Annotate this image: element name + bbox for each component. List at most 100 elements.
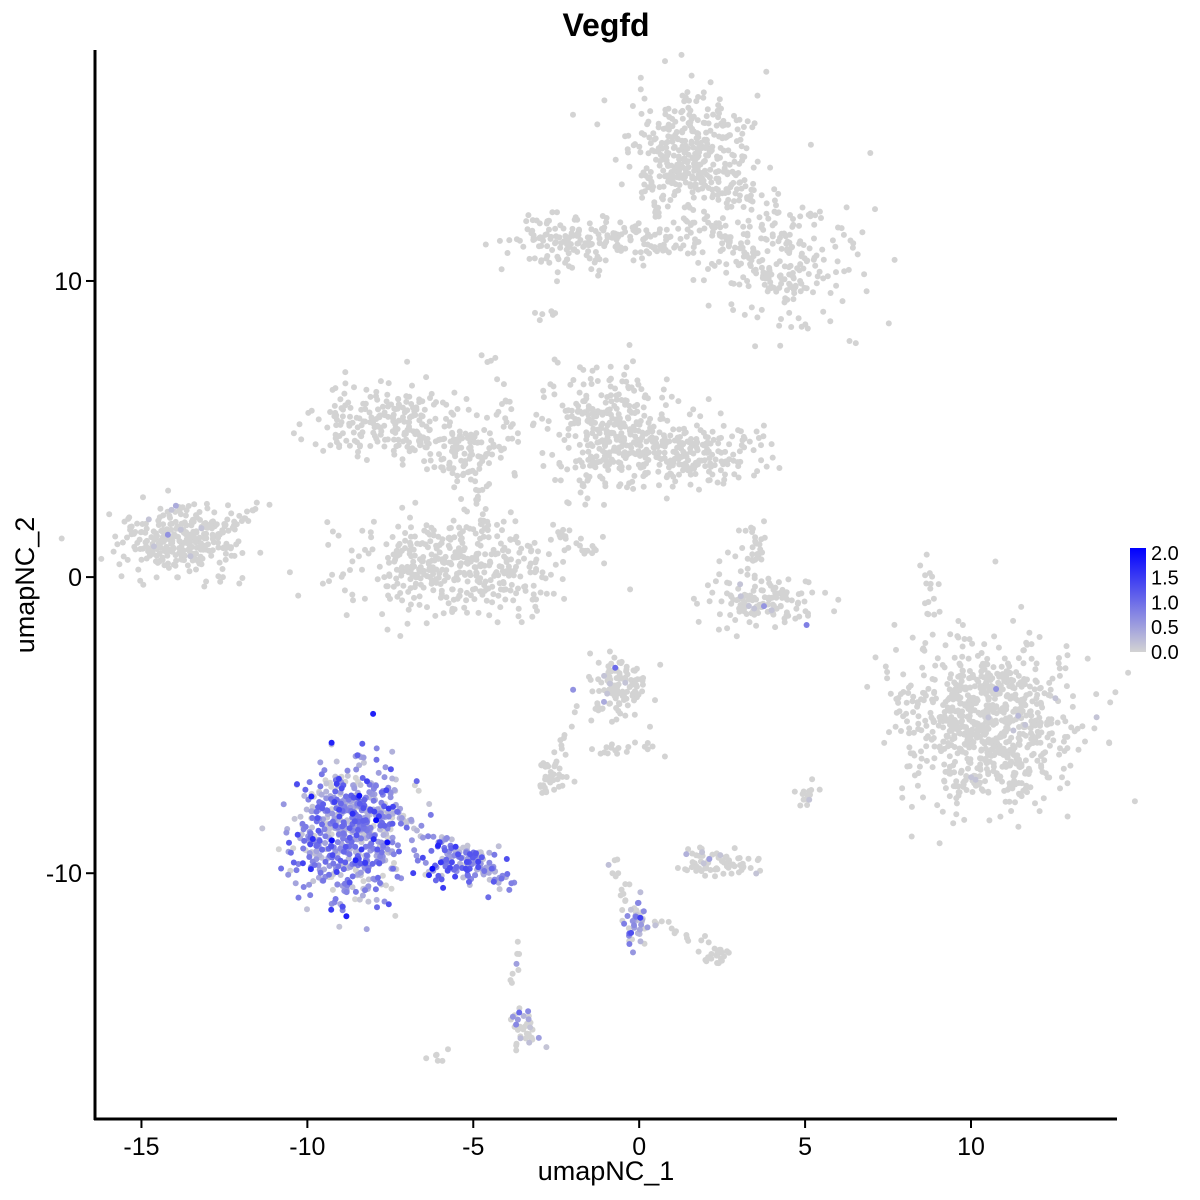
- data-point: [744, 571, 751, 578]
- data-point: [530, 582, 537, 589]
- data-point: [472, 530, 479, 537]
- data-point: [557, 244, 564, 251]
- data-point: [493, 569, 500, 576]
- data-point: [576, 542, 583, 549]
- data-point: [758, 264, 765, 271]
- data-point: [601, 452, 608, 459]
- data-point: [1064, 813, 1071, 820]
- data-point: [717, 154, 723, 161]
- data-point: [423, 620, 430, 627]
- data-point: [150, 543, 157, 550]
- data-point: [359, 527, 366, 534]
- data-point: [1006, 663, 1013, 670]
- data-point: [298, 436, 305, 443]
- data-point: [622, 712, 629, 719]
- data-point: [508, 880, 515, 887]
- data-point: [432, 612, 439, 619]
- chart-title: Vegfd: [562, 7, 649, 43]
- data-point: [120, 553, 127, 560]
- data-point: [482, 241, 489, 248]
- data-point: [665, 126, 672, 133]
- data-point: [309, 836, 316, 842]
- data-point: [384, 436, 391, 443]
- data-point: [513, 533, 520, 540]
- data-point: [497, 604, 504, 611]
- data-point: [615, 459, 622, 466]
- data-point: [408, 533, 414, 540]
- data-point: [440, 610, 447, 617]
- data-point: [629, 690, 636, 697]
- data-point: [989, 737, 996, 744]
- data-point: [1021, 700, 1028, 707]
- data-point: [596, 688, 603, 694]
- data-point: [641, 241, 648, 248]
- data-point: [675, 187, 682, 194]
- data-point: [375, 769, 382, 776]
- data-point: [330, 860, 337, 867]
- data-point: [477, 588, 484, 595]
- data-point: [478, 352, 485, 359]
- data-point: [668, 925, 675, 932]
- data-point: [451, 576, 458, 583]
- data-point: [1023, 692, 1030, 699]
- data-point: [909, 634, 916, 641]
- data-point: [609, 718, 615, 725]
- data-point: [734, 219, 741, 226]
- data-point: [318, 771, 325, 778]
- data-point: [472, 564, 479, 571]
- data-point: [439, 536, 446, 543]
- data-point: [753, 270, 760, 277]
- data-point: [749, 124, 756, 131]
- data-point: [927, 585, 934, 592]
- data-point: [501, 544, 508, 551]
- data-point: [221, 523, 228, 530]
- data-point: [322, 858, 329, 865]
- data-point: [579, 410, 586, 417]
- data-point: [645, 231, 651, 238]
- data-point: [387, 766, 394, 773]
- data-point: [724, 204, 731, 211]
- data-point: [624, 688, 630, 695]
- data-point: [726, 234, 733, 241]
- data-point: [494, 521, 500, 528]
- data-point: [884, 669, 891, 675]
- data-point: [344, 767, 351, 774]
- data-point: [933, 695, 939, 702]
- data-point: [975, 732, 982, 739]
- data-point: [733, 633, 740, 640]
- data-point: [461, 450, 468, 457]
- data-point: [643, 165, 650, 172]
- data-point: [389, 820, 396, 827]
- data-point: [374, 576, 381, 583]
- data-point: [595, 272, 602, 279]
- data-point: [513, 590, 520, 597]
- data-point: [124, 556, 131, 563]
- data-point: [990, 709, 997, 716]
- data-point: [355, 448, 361, 455]
- data-point: [486, 445, 493, 452]
- data-point: [177, 526, 184, 533]
- data-point: [997, 813, 1004, 820]
- data-point: [705, 396, 712, 403]
- data-point: [923, 757, 930, 764]
- data-point: [809, 776, 816, 783]
- data-point: [612, 664, 619, 671]
- data-point: [317, 783, 324, 790]
- data-point: [571, 778, 578, 785]
- data-point: [539, 569, 546, 576]
- data-point: [400, 582, 407, 589]
- data-point: [726, 441, 733, 448]
- data-point: [430, 833, 437, 840]
- data-point: [494, 550, 501, 557]
- data-point: [589, 746, 595, 753]
- data-point: [594, 700, 601, 707]
- data-point: [917, 562, 924, 569]
- data-point: [789, 244, 796, 250]
- data-point: [500, 518, 507, 525]
- data-point: [656, 226, 663, 233]
- data-point: [189, 544, 196, 550]
- data-point: [931, 676, 938, 683]
- data-point: [554, 269, 561, 276]
- data-point: [642, 394, 649, 400]
- data-point: [178, 543, 185, 550]
